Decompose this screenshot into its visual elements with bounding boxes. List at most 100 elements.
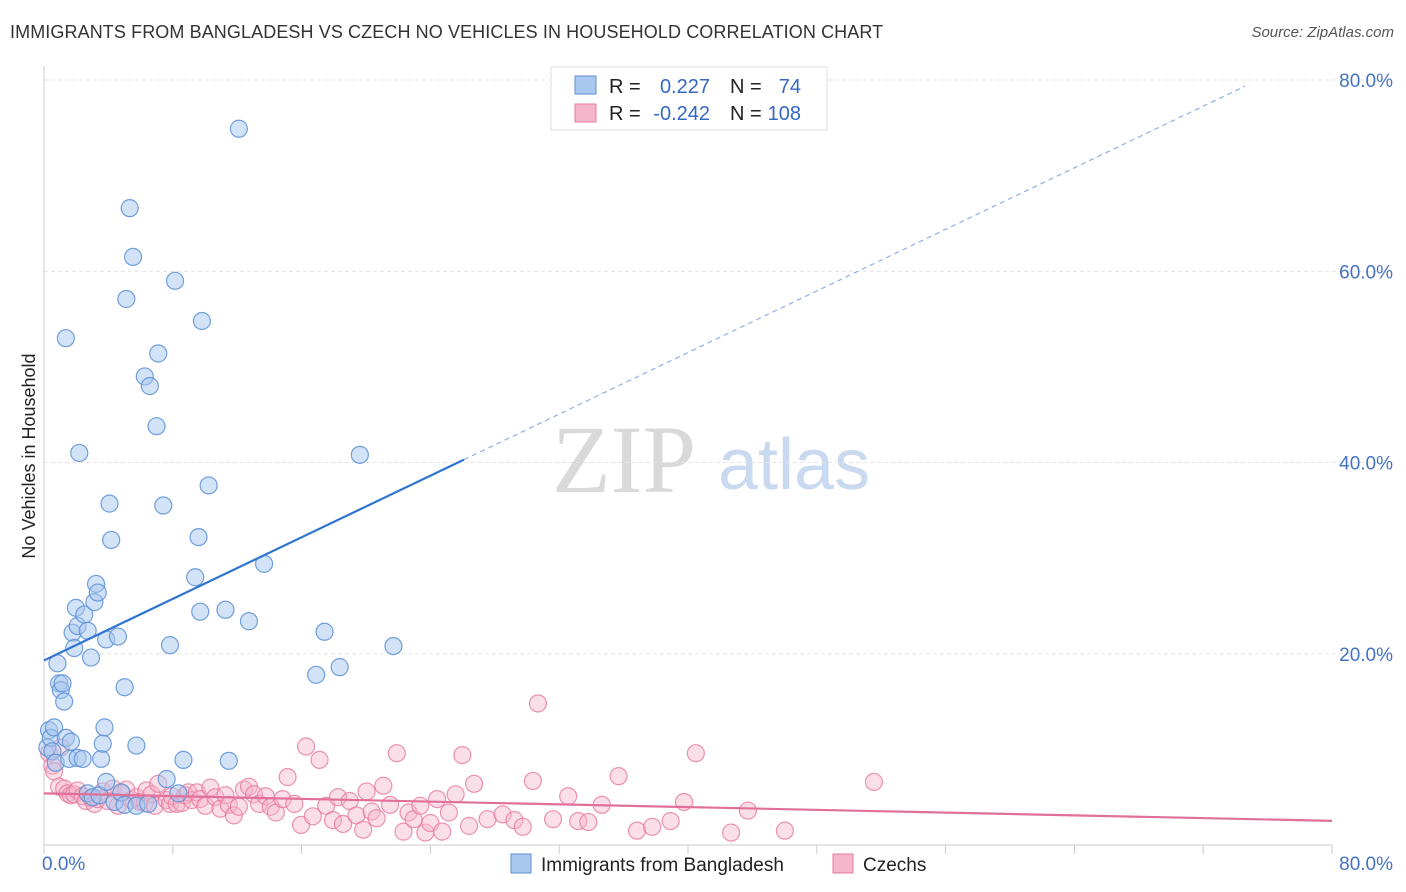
bangladesh-point-4 [44,718,64,737]
czechs-point-105 [738,801,758,820]
bangladesh-trend-line [43,458,465,662]
czechs-point-98 [609,767,628,786]
czechs-point-67 [354,820,373,839]
bottom-legend-label-bangladesh: Immigrants from Bangladesh [541,855,784,876]
bangladesh-point-36 [100,494,119,513]
y-tick-labels: 20.0% 40.0% 60.0% 80.0% [1339,71,1393,666]
czechs-point-96 [579,812,598,832]
gridlines [44,79,1388,655]
bangladesh-point-44 [120,199,139,218]
bottom-legend-swatch-czechs [832,853,854,874]
legend-r-value-bangladesh: 0.227 [660,76,710,98]
czechs-point-84 [453,746,472,765]
bangladesh-point-62 [192,311,212,331]
y-tick-label-0: 20.0% [1339,645,1393,666]
bangladesh-point-50 [140,376,159,396]
series-bangladesh-points [38,119,403,815]
czechs-point-55 [278,768,297,787]
bangladesh-point-53 [154,496,173,515]
series-legend: Immigrants from Bangladesh Czechs [510,853,926,876]
czechs-point-77 [411,796,430,815]
bangladesh-point-69 [307,665,326,684]
x-tick-labels: 0.0% 80.0% [42,854,1393,875]
bangladesh-point-73 [384,636,403,656]
bangladesh-point-63 [199,476,218,495]
legend-n-label-bangladesh: N = [730,76,762,98]
axes [43,66,1333,854]
czechs-point-70 [367,809,386,828]
czechs-point-91 [523,771,542,791]
bangladesh-point-35 [97,772,116,791]
bangladesh-point-58 [174,750,193,769]
bangladesh-point-9 [53,674,72,693]
bangladesh-point-25 [81,648,101,667]
czechs-point-72 [380,795,400,814]
czechs-point-60 [310,750,329,769]
czechs-point-43 [216,786,235,805]
czechs-point-50 [249,794,269,813]
bangladesh-point-71 [330,658,349,677]
bangladesh-point-67 [239,612,259,631]
bangladesh-point-47 [127,736,146,755]
legend-r-value-czechs: -0.242 [653,103,710,125]
legend-r-label-bangladesh: R = [609,76,641,98]
bangladesh-point-45 [123,247,143,267]
czechs-point-104 [722,823,741,842]
bangladesh-point-14 [61,732,80,751]
czechs-point-100 [643,817,662,836]
bangladesh-point-60 [189,527,208,547]
legend-n-value-czechs: 108 [768,103,801,125]
bangladesh-point-59 [186,568,205,587]
czechs-point-82 [439,803,458,822]
bangladesh-point-42 [115,678,134,697]
legend-r-label-czechs: R = [609,103,641,125]
czechs-point-64 [333,814,353,834]
bangladesh-point-37 [102,530,121,550]
legend-box [550,66,828,131]
watermark-atlas: atlas [718,425,870,505]
czechs-point-71 [374,776,393,795]
x-tick-label-0: 0.0% [42,854,85,875]
legend-n-label-czechs: N = [730,103,762,125]
bangladesh-point-55 [160,636,180,655]
bangladesh-point-39 [108,627,128,646]
x-tick-label-1: 80.0% [1339,854,1393,875]
czechs-point-73 [387,744,406,763]
czechs-point-62 [323,811,343,830]
czechs-point-80 [428,789,447,809]
bangladesh-point-51 [147,417,166,436]
bangladesh-trend-extension [463,85,1246,461]
czechs-point-92 [528,694,548,713]
czechs-point-87 [478,810,497,829]
bangladesh-point-61 [191,602,210,621]
czechs-point-107 [864,772,884,791]
bangladesh-point-64 [216,600,235,619]
chart-title: IMMIGRANTS FROM BANGLADESH VS CZECH NO V… [10,22,884,42]
chart-source: Source: ZipAtlas.com [1251,24,1394,41]
y-tick-label-1: 40.0% [1339,454,1393,475]
czechs-point-101 [661,811,680,831]
czechs-point-81 [433,822,452,841]
czechs-point-103 [686,744,705,763]
czechs-point-86 [464,774,484,793]
czechs-point-106 [775,821,794,840]
czechs-trend-line [43,792,1333,822]
czechs-point-83 [446,785,465,804]
bangladesh-point-65 [219,751,238,770]
bangladesh-point-33 [95,718,114,737]
bangladesh-point-57 [169,784,188,803]
bangladesh-point-32 [93,734,112,753]
czechs-point-88 [493,805,512,824]
bangladesh-point-31 [92,749,111,769]
czechs-point-58 [296,737,316,756]
series-czechs-points [39,694,884,842]
trend-lines [43,85,1333,822]
bottom-legend-label-czechs: Czechs [863,855,926,876]
czechs-point-99 [627,821,647,840]
y-tick-label-3: 80.0% [1339,71,1393,92]
czechs-point-45 [224,806,243,825]
bangladesh-point-10 [55,692,74,711]
bangladesh-point-72 [350,445,369,464]
y-axis-title: No Vehicles in Household [19,353,39,558]
